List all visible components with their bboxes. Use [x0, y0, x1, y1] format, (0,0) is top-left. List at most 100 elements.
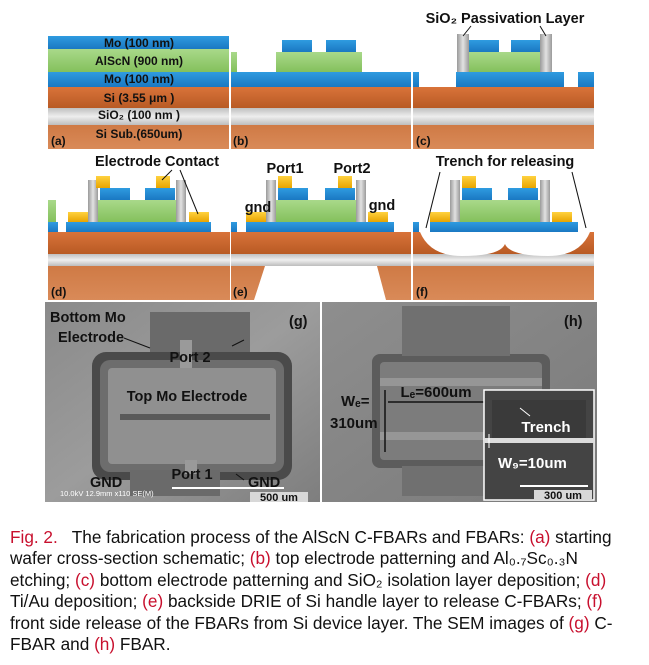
inset-gap: [484, 438, 594, 443]
au-contact-top: [96, 176, 110, 188]
caption-ref-c: (c): [74, 569, 96, 590]
passivation-left: [266, 180, 276, 222]
passivation-right: [540, 180, 550, 222]
we-label-2: 310um: [330, 415, 378, 432]
caption-text: from Si device layer. The SEM images of: [253, 612, 564, 633]
caption-ref-f: (f): [586, 591, 603, 612]
scale-label: 500 um: [260, 492, 298, 504]
scale-box: [250, 492, 308, 502]
trench-label: Trench: [521, 419, 570, 436]
electrode-gap: [120, 414, 270, 420]
layer-label-substrate: Si Sub.(650um): [96, 127, 183, 141]
bottom-mo-layer: [413, 222, 419, 232]
si-substrate: [413, 125, 594, 149]
au-contact-top: [522, 176, 536, 188]
top-mo-pad: [325, 188, 355, 200]
callout-line: [235, 473, 245, 481]
bottom-mo-layer: [231, 222, 237, 232]
passivation-right: [176, 180, 186, 222]
caption-text: bottom electrode patterning and SiO₂: [99, 569, 383, 590]
caption-text: Ti/Au deposition;: [10, 591, 138, 612]
callout-line: [123, 337, 151, 349]
le-label: Lₑ=600um: [400, 384, 471, 401]
layer-label-top-mo: Mo (100 nm): [104, 36, 174, 50]
bottom-mo-layer: [231, 72, 411, 87]
top-mo-pad: [511, 40, 540, 52]
caption-ref-e: (e): [142, 591, 164, 612]
panel-tag-d: (d): [51, 285, 66, 299]
callout-line: [425, 171, 441, 229]
caption-text: starting wafer cross-section schematic;: [10, 527, 612, 569]
au-contact-top: [278, 176, 292, 188]
callout-line: [539, 25, 547, 37]
caption-ref-h: (h): [94, 634, 116, 655]
port1-pad: [130, 470, 220, 496]
caption-text: and Al₀.₇Sc₀.₃N etching;: [10, 548, 578, 590]
caption-text: front side release of the FBARs: [10, 612, 249, 633]
si-substrate: [48, 266, 230, 300]
top-electrode-label: Top Mo Electrode: [127, 389, 248, 405]
caption-text: handle layer to release C-FBARs;: [325, 591, 582, 612]
layer-label-sio2: SiO₂ (100 nm ): [98, 108, 180, 122]
top-mo-pad: [508, 188, 538, 200]
alscn-block: [276, 52, 362, 72]
passivation-callout: SiO₂ Passivation Layer: [426, 11, 585, 27]
top-mo-pad: [100, 188, 130, 200]
si-substrate: [48, 125, 230, 149]
callout-line: [179, 169, 199, 215]
panel-d: Electrode Contact (d): [48, 154, 230, 300]
sio2-layer: [231, 108, 411, 125]
caption-text: isolation layer deposition;: [387, 569, 581, 590]
bottom-mo-layer: [66, 222, 211, 232]
au-contact-top: [156, 176, 170, 188]
panel-c: SiO₂ Passivation Layer (c): [413, 11, 594, 149]
top-mo-pad: [326, 40, 356, 52]
top-mo-pad: [462, 188, 492, 200]
bottom-mo-layer: [430, 222, 578, 232]
electrode-contact-callout: Electrode Contact: [95, 154, 219, 170]
alscn-block: [231, 52, 237, 72]
au-contact-left: [68, 212, 90, 222]
panel-a: Mo (100 nm) AlScN (900 nm) Mo (100 nm) S…: [48, 36, 230, 149]
bottom-mo-layer: [578, 72, 594, 87]
panel-tag-h: (h): [564, 314, 583, 330]
callout-line: [571, 171, 587, 229]
caption-fig-number: Fig. 2.: [10, 527, 58, 547]
port2-label: Port 2: [169, 350, 210, 366]
passivation-left: [450, 180, 460, 222]
passivation-right: [356, 180, 366, 222]
top-mo-pad: [469, 40, 499, 52]
passivation-left: [88, 180, 98, 222]
we-label-1: Wₑ=: [341, 393, 370, 410]
scale-box: [534, 490, 592, 500]
layer-label-alscn: AlScN (900 nm): [95, 54, 183, 68]
layer-label-si: Si (3.55 μm ): [104, 91, 175, 105]
top-mo-pad: [278, 188, 308, 200]
si-device-layer: [413, 87, 594, 108]
sio2-layer: [48, 108, 230, 125]
port1-trace: [185, 460, 197, 474]
top-mo-pad: [145, 188, 175, 200]
bottom-electrode-label-2: Electrode: [58, 330, 124, 346]
trench-arrow: [519, 407, 531, 417]
callout-line: [231, 339, 245, 347]
alscn-layer: [48, 49, 230, 72]
au-contact-top: [462, 176, 476, 188]
caption-ref-b: (b): [249, 548, 271, 569]
bottom-mo-layer: [48, 222, 58, 232]
panel-tag-e: (e): [233, 285, 248, 299]
front-side-release-cavity: [420, 232, 590, 256]
top-mo-pad: [282, 40, 312, 52]
trench-callout: Trench for releasing: [436, 154, 575, 170]
caption-text: backside DRIE of Si: [167, 591, 321, 612]
caption-text: FBAR.: [119, 634, 171, 655]
bottom-mo-layer: [48, 72, 230, 87]
alscn-block: [460, 200, 540, 222]
alscn-block: [98, 200, 176, 222]
panel-tag-b: (b): [233, 134, 248, 148]
si-device-layer: [231, 232, 411, 254]
port1-label: Port 1: [171, 467, 212, 483]
top-mo-layer: [48, 36, 230, 49]
wg-label: W₉=10um: [498, 455, 567, 472]
au-contact-right: [368, 212, 388, 222]
